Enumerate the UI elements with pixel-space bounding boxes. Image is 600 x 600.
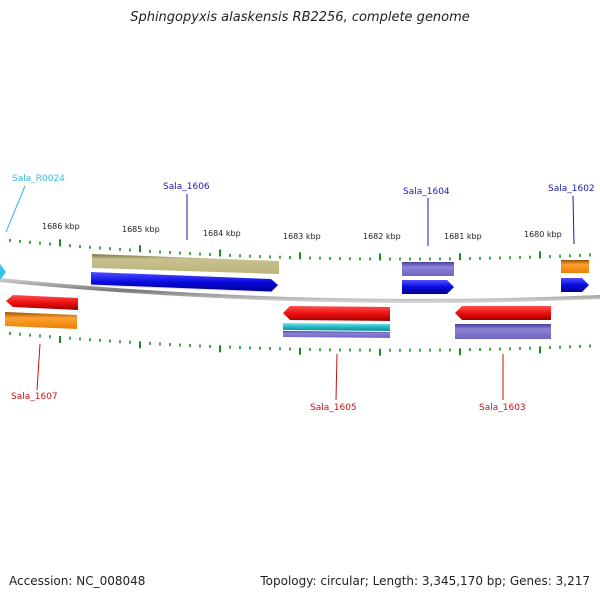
genome-backbone — [0, 278, 600, 303]
tick-label: 1681 kbp — [444, 232, 482, 241]
leader-sala-1607 — [36, 343, 41, 391]
gene-label-sala-1604[interactable]: Sala_1604 — [403, 187, 450, 197]
gene-label-sala-1602[interactable]: Sala_1602 — [548, 184, 595, 194]
gene-sala-1607-feature[interactable] — [5, 312, 77, 329]
tick-label: 1683 kbp — [283, 232, 321, 241]
scale-ticks-forward — [9, 238, 591, 261]
tick-label: 1682 kbp — [363, 232, 401, 241]
gene-label-sala-1606[interactable]: Sala_1606 — [163, 182, 210, 192]
gene-label-sala-r0024[interactable]: Sala_R0024 — [12, 174, 65, 184]
gene-sala-1603-cds-arrow[interactable] — [455, 306, 551, 320]
leader-sala-1602 — [572, 195, 575, 245]
gene-labels: Sala_R0024 Sala_1606 Sala_1604 Sala_1602… — [11, 174, 595, 413]
gene-sala-1604-feature[interactable] — [402, 262, 454, 276]
leader-sala-1605 — [335, 353, 338, 401]
tick-label: 1684 kbp — [203, 229, 241, 238]
genome-info-text: Topology: circular; Length: 3,345,170 bp… — [260, 574, 590, 588]
accession-text: Accession: NC_008048 — [9, 574, 146, 588]
gene-label-sala-1603[interactable]: Sala_1603 — [479, 403, 526, 413]
forward-strand-features — [0, 254, 589, 294]
gene-sala-1607-cds-arrow[interactable] — [6, 295, 78, 310]
scale-ticks-reverse — [9, 331, 591, 356]
gene-sala-1604-cds-arrow[interactable] — [402, 280, 454, 294]
tick-label: 1680 kbp — [524, 230, 562, 239]
leader-sala-r0024 — [5, 185, 26, 233]
gene-sala-r0024-arrow[interactable] — [0, 264, 6, 280]
gene-label-sala-1605[interactable]: Sala_1605 — [310, 403, 357, 413]
gene-sala-1602-cds-arrow[interactable] — [561, 278, 589, 292]
gene-sala-1605-cds-arrow[interactable] — [283, 306, 390, 321]
gene-sala-1602-feature[interactable] — [561, 260, 589, 273]
tick-label: 1686 kbp — [42, 222, 80, 231]
gene-sala-1606-feature[interactable] — [92, 254, 279, 274]
tick-label: 1685 kbp — [122, 225, 160, 234]
gene-sala-1605-feature[interactable] — [283, 323, 390, 331]
gene-sala-1606-cds-arrow[interactable] — [91, 272, 278, 292]
scale-labels: 1686 kbp 1685 kbp 1684 kbp 1683 kbp 1682… — [42, 222, 562, 241]
reverse-strand-features — [5, 295, 551, 339]
genome-title: Sphingopyxis alaskensis RB2256, complete… — [130, 10, 470, 25]
gene-label-sala-1607[interactable]: Sala_1607 — [11, 392, 58, 402]
gene-sala-1603-feature[interactable] — [455, 324, 551, 339]
label-leader-lines — [5, 185, 575, 401]
